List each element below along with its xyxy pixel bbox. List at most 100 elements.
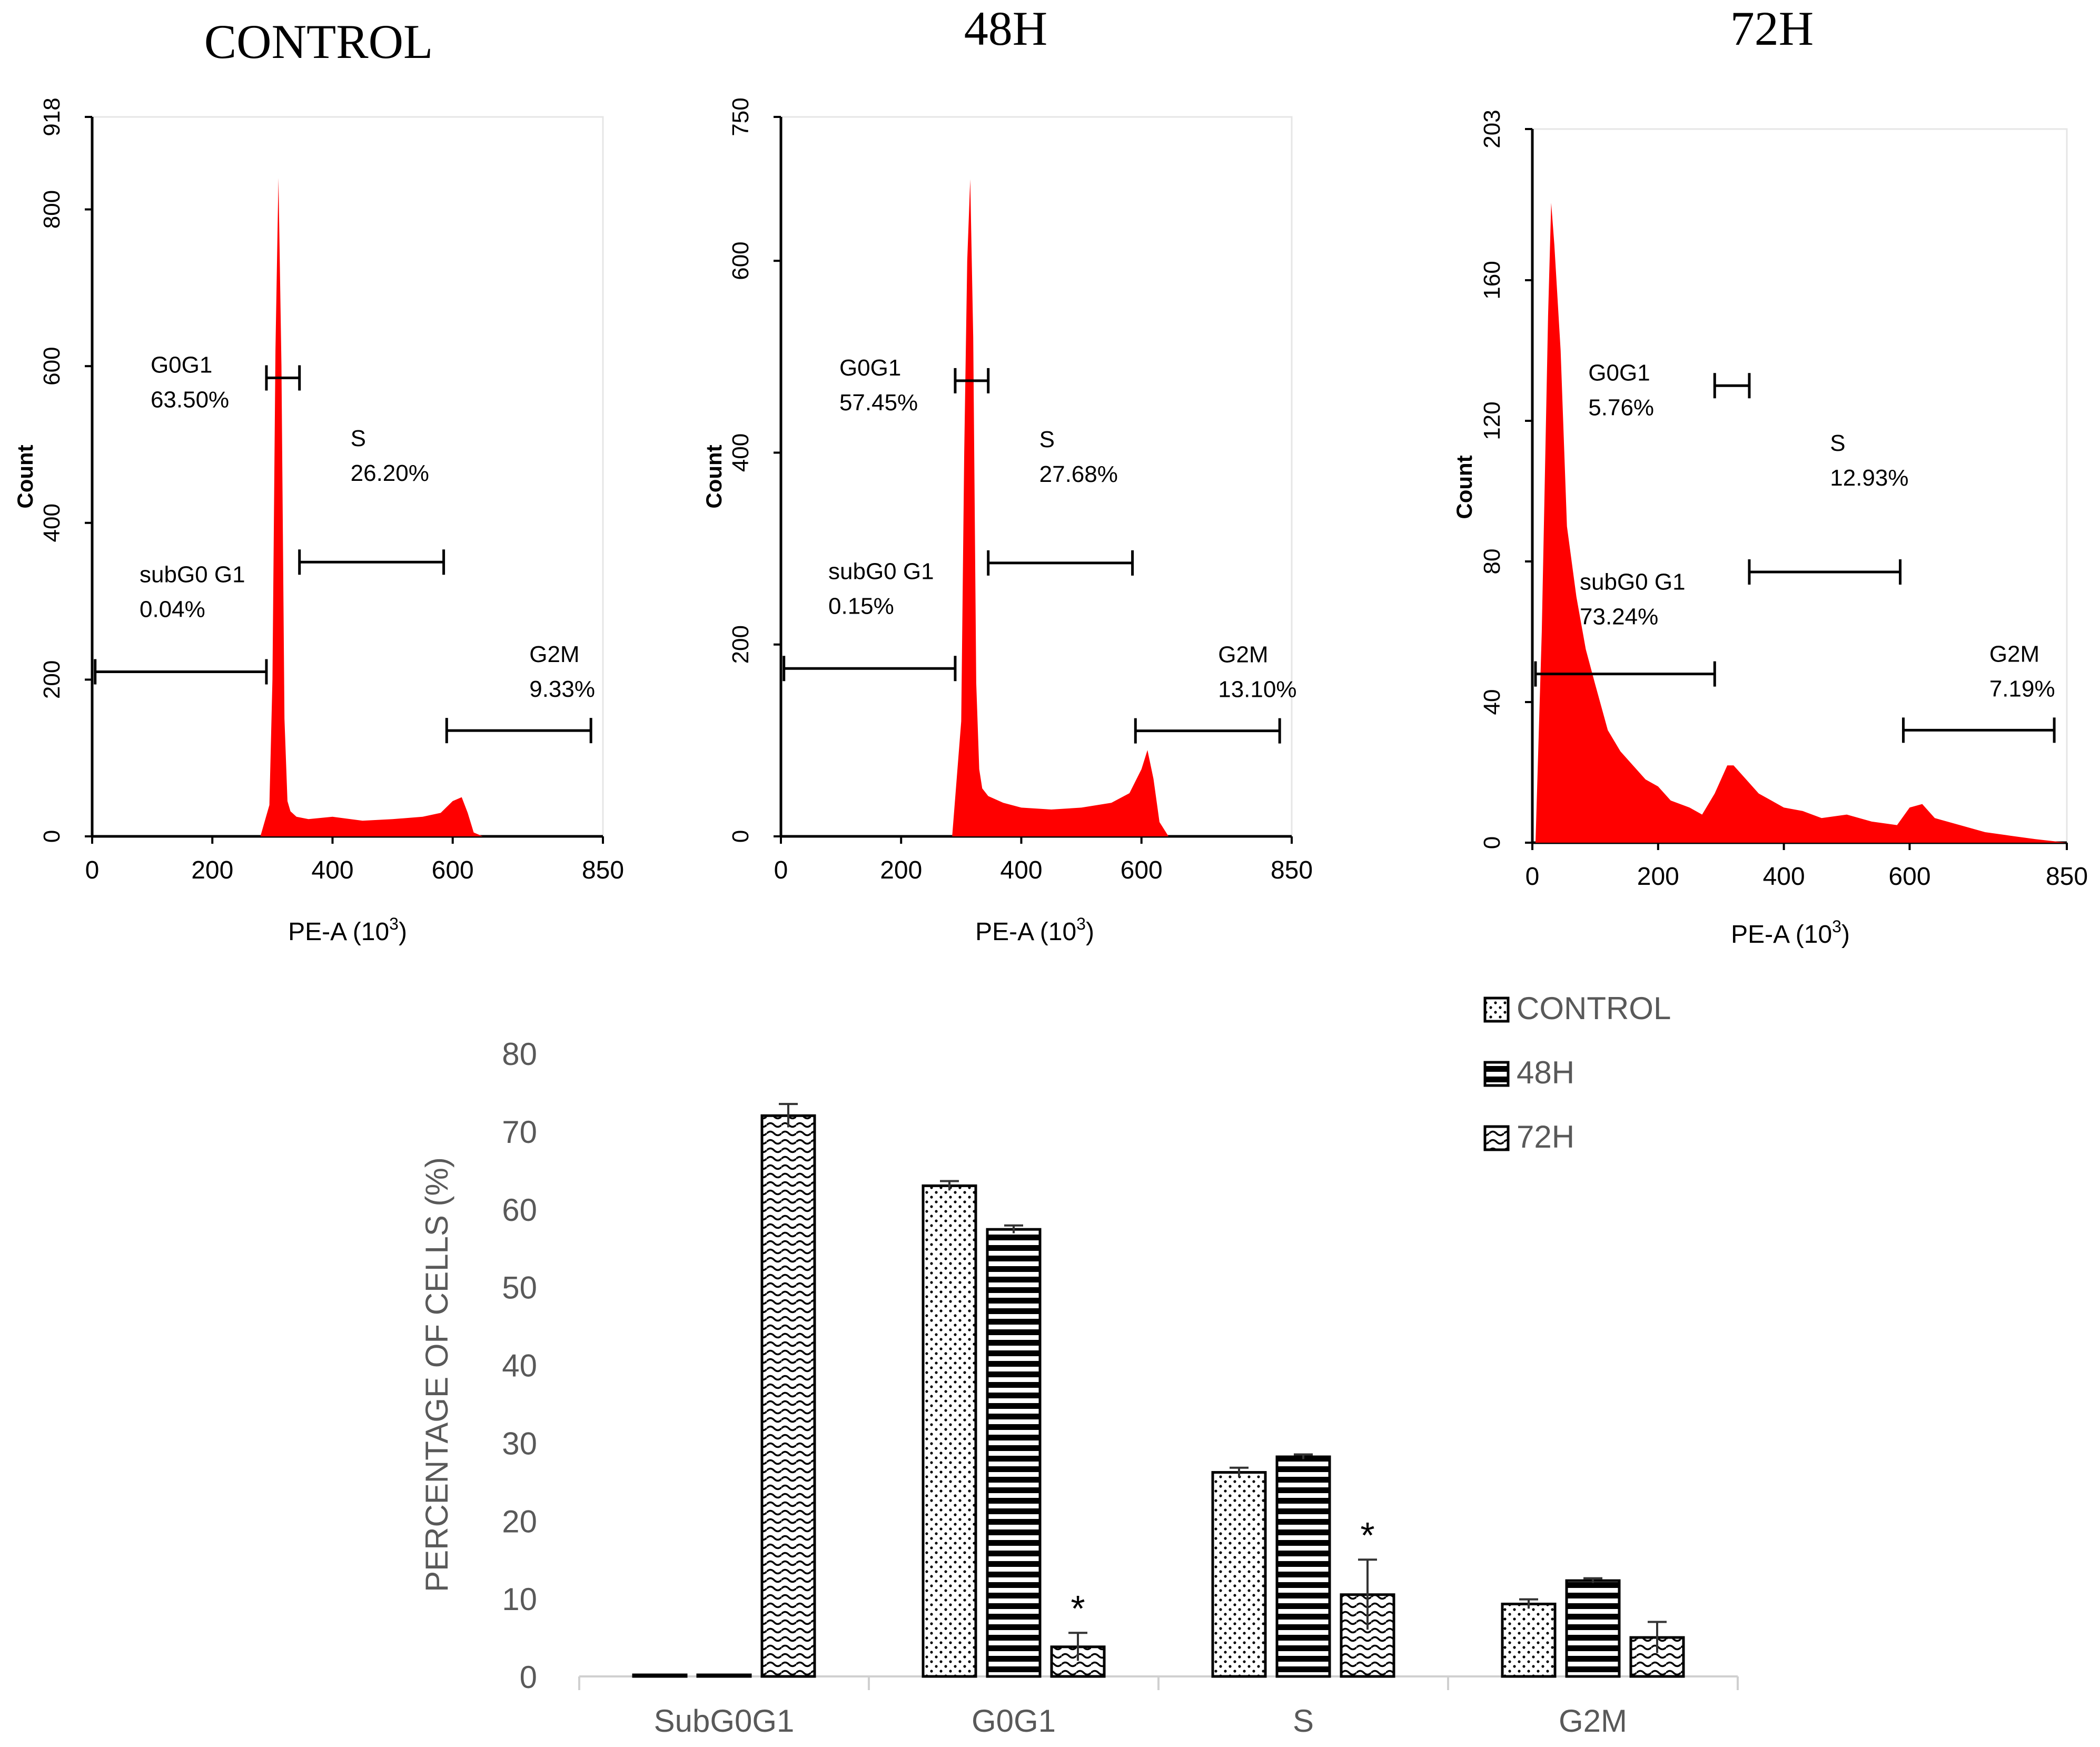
y-tick-label: 60 xyxy=(502,1192,537,1228)
gate-g0g1: G0G1 63.50% xyxy=(151,352,301,413)
gate-percent: 27.68% xyxy=(1039,461,1118,487)
legend: CONTROL 48H 72H xyxy=(1483,991,1671,1154)
plot-frame xyxy=(91,116,604,838)
gate-g2m: G2M 13.10% xyxy=(1134,642,1296,744)
gate-s: S 12.93% xyxy=(1748,430,1908,585)
y-axis-label: Count xyxy=(13,445,37,508)
y-axis-ticks: 0 40 80 120 160 203 xyxy=(1479,110,1532,849)
x-tick-label: 600 xyxy=(1888,863,1930,891)
gates: G0G1 5.76% S 12.93% subG0 G1 73.24% G2M 7.19% xyxy=(1534,360,2056,743)
category-label: S xyxy=(1293,1703,1314,1739)
bar-48h-g0g1 xyxy=(986,1228,1042,1678)
bar-48h-g2m xyxy=(1565,1579,1621,1678)
gate-name: S xyxy=(1039,427,1055,452)
bar-control-g0g1 xyxy=(922,1184,977,1678)
gate-percent: 26.20% xyxy=(351,460,429,486)
category-label: G2M xyxy=(1559,1703,1627,1739)
x-tick-label: 850 xyxy=(2046,863,2088,891)
panel-title: 48H xyxy=(964,2,1047,55)
gate-g2m: G2M 9.33% xyxy=(445,641,595,744)
y-tick-label: 0 xyxy=(1479,836,1505,849)
plot-frame xyxy=(1531,128,2068,844)
panel-title: CONTROL xyxy=(204,15,433,68)
y-tick-label: 600 xyxy=(39,347,65,385)
histogram-area xyxy=(952,179,1169,836)
category-label: G0G1 xyxy=(972,1703,1056,1739)
legend-swatch xyxy=(1483,996,1510,1023)
gate-percent: 73.24% xyxy=(1580,604,1658,630)
x-tick-label: 400 xyxy=(1763,863,1805,891)
y-axis-label: Count xyxy=(701,445,726,508)
x-axis-separators xyxy=(578,1676,1739,1690)
y-tick-label: 200 xyxy=(728,625,754,664)
x-tick-label: 850 xyxy=(582,856,624,884)
y-tick-label: 400 xyxy=(728,433,754,472)
bar-48h-s xyxy=(1275,1455,1331,1678)
y-tick-label: 70 xyxy=(502,1114,537,1150)
legend-label: 72H xyxy=(1517,1119,1574,1154)
gate-percent: 63.50% xyxy=(151,387,229,413)
category-label: SubG0G1 xyxy=(654,1703,795,1739)
legend-item-72h: 72H xyxy=(1483,1119,1574,1154)
histogram-48h: 48H 0 200 400 600 750 0 200 400 600 850 G0G1 57.4… xyxy=(701,2,1313,946)
y-tick-label: 918 xyxy=(39,97,65,136)
x-tick-label: 600 xyxy=(432,856,474,884)
histogram-control: CONTROL 0 200 400 600 800 918 0 200 400 600 850 G… xyxy=(13,15,624,946)
x-tick-label: 200 xyxy=(191,856,233,884)
y-axis-ticks: 0 10 20 30 40 50 60 70 80 xyxy=(502,1037,537,1695)
y-tick-label: 160 xyxy=(1479,261,1505,299)
x-tick-label: 0 xyxy=(774,856,788,884)
y-tick-label: 120 xyxy=(1479,401,1505,440)
gate-percent: 57.45% xyxy=(839,390,918,416)
gate-percent: 12.93% xyxy=(1830,465,1908,491)
x-tick-label: 400 xyxy=(311,856,353,884)
y-tick-label: 800 xyxy=(39,190,65,229)
bar-48h-subg0g1 xyxy=(696,1673,752,1678)
y-tick-label: 750 xyxy=(728,97,754,136)
histogram-area xyxy=(260,178,483,837)
y-axis-label: Count xyxy=(1452,455,1477,519)
category-labels: SubG0G1 G0G1 S G2M xyxy=(654,1703,1627,1739)
gate-subg0-g1: subG0 G1 0.04% xyxy=(94,562,268,685)
gate-name: S xyxy=(1830,430,1845,456)
y-tick-label: 400 xyxy=(39,504,65,542)
gate-percent: 7.19% xyxy=(1989,676,2055,702)
gate-name: subG0 G1 xyxy=(140,562,245,588)
significance-marker: * xyxy=(1360,1515,1374,1556)
y-tick-label: 10 xyxy=(502,1582,537,1617)
gate-name: G2M xyxy=(1989,641,2039,667)
gate-name: subG0 G1 xyxy=(828,558,934,584)
y-tick-label: 30 xyxy=(502,1426,537,1461)
y-axis-ticks: 0 200 400 600 750 xyxy=(728,97,781,843)
gate-name: G0G1 xyxy=(839,355,901,381)
legend-item-control: CONTROL xyxy=(1483,991,1671,1026)
gate-subg0-g1: subG0 G1 0.15% xyxy=(782,558,957,682)
x-axis-ticks: 0 200 400 600 850 xyxy=(85,836,624,884)
gate-g2m: G2M 7.19% xyxy=(1902,641,2056,743)
y-tick-label: 0 xyxy=(39,830,65,843)
gate-name: G2M xyxy=(529,641,579,667)
y-tick-label: 600 xyxy=(728,241,754,280)
gate-subg0-g1: subG0 G1 73.24% xyxy=(1534,569,1716,687)
gate-name: G2M xyxy=(1218,642,1268,668)
y-axis-ticks: 0 200 400 600 800 918 xyxy=(39,97,92,843)
y-tick-label: 200 xyxy=(39,660,65,699)
gate-percent: 5.76% xyxy=(1588,394,1654,420)
gate-s: S 27.68% xyxy=(987,427,1134,576)
x-tick-label: 0 xyxy=(1526,863,1540,891)
y-tick-label: 20 xyxy=(502,1504,537,1539)
y-tick-label: 0 xyxy=(520,1660,537,1695)
x-tick-label: 200 xyxy=(1637,863,1679,891)
legend-label: CONTROL xyxy=(1517,991,1671,1026)
gate-name: subG0 G1 xyxy=(1580,569,1686,595)
legend-label: 48H xyxy=(1517,1055,1574,1090)
plot-frame xyxy=(779,116,1293,838)
gates: G0G1 63.50% S 26.20% subG0 G1 0.04% G2M 9.33% xyxy=(94,352,595,744)
x-tick-label: 400 xyxy=(1000,856,1042,884)
gate-percent: 13.10% xyxy=(1218,677,1296,703)
x-axis-label: PE-A (103) xyxy=(975,914,1094,946)
panel-title: 72H xyxy=(1730,2,1814,55)
significance-marker: * xyxy=(1071,1588,1085,1629)
bar-control-subg0g1 xyxy=(632,1673,688,1678)
